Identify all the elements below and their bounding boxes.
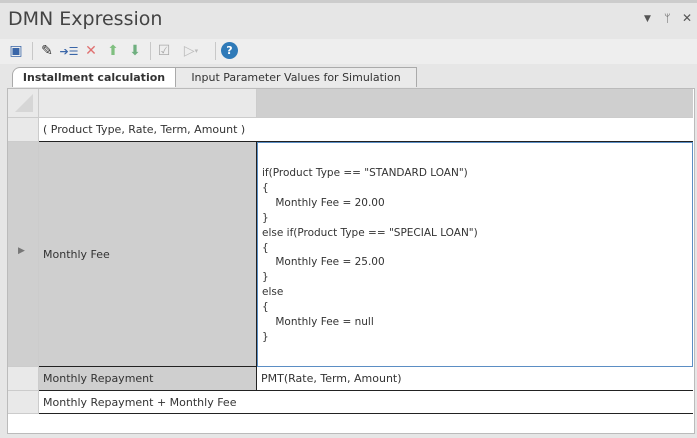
pin-icon[interactable]: ᛘ [664, 12, 671, 25]
row-expression-monthly-repayment[interactable]: PMT(Rate, Term, Amount) [257, 367, 693, 391]
save-icon[interactable]: ▣ [9, 43, 23, 59]
row-expression-monthly-fee[interactable]: if(Product Type == "STANDARD LOAN") { Mo… [257, 142, 693, 367]
row-header[interactable] [8, 391, 39, 414]
close-icon[interactable]: ✕ [682, 11, 693, 25]
dropdown-icon[interactable]: ▼ [644, 14, 651, 24]
divider [215, 42, 216, 60]
title-bar [0, 0, 697, 38]
validate-icon[interactable]: ☑ [157, 43, 171, 59]
parameters-cell[interactable]: ( Product Type, Rate, Term, Amount ) [39, 118, 693, 142]
divider [32, 42, 33, 60]
row-pointer-icon: ▶ [18, 246, 25, 256]
row-header[interactable] [8, 118, 39, 142]
divider [150, 42, 151, 60]
expression-text: if(Product Type == "STANDARD LOAN") { Mo… [262, 167, 478, 343]
tab-installment-calculation[interactable]: Installment calculation [12, 67, 176, 87]
window-title: DMN Expression [8, 8, 163, 30]
add-child-icon[interactable]: ➔☰ [59, 44, 79, 58]
toolbar [0, 39, 697, 64]
corner-cell[interactable] [8, 89, 39, 118]
expression-grid: ( Product Type, Rate, Term, Amount ) ▶ M… [7, 88, 695, 434]
run-icon[interactable]: ▷ ▾ [183, 43, 199, 59]
column-header [257, 89, 693, 118]
tab-input-parameter-values[interactable]: Input Parameter Values for Simulation [175, 67, 417, 87]
move-up-icon[interactable]: ⬆ [107, 43, 119, 59]
delete-icon[interactable]: ✕ [85, 43, 97, 59]
row-header[interactable] [8, 367, 39, 391]
row-header-selected[interactable]: ▶ [8, 142, 39, 367]
row-name-monthly-repayment[interactable]: Monthly Repayment [39, 367, 257, 391]
row-name-monthly-fee[interactable]: Monthly Fee [39, 142, 257, 367]
column-header [39, 89, 257, 118]
result-expression[interactable]: Monthly Repayment + Monthly Fee [39, 391, 693, 414]
edit-icon[interactable]: ✎ [41, 43, 53, 59]
help-icon[interactable]: ? [221, 42, 238, 59]
move-down-icon[interactable]: ⬇ [129, 43, 141, 59]
